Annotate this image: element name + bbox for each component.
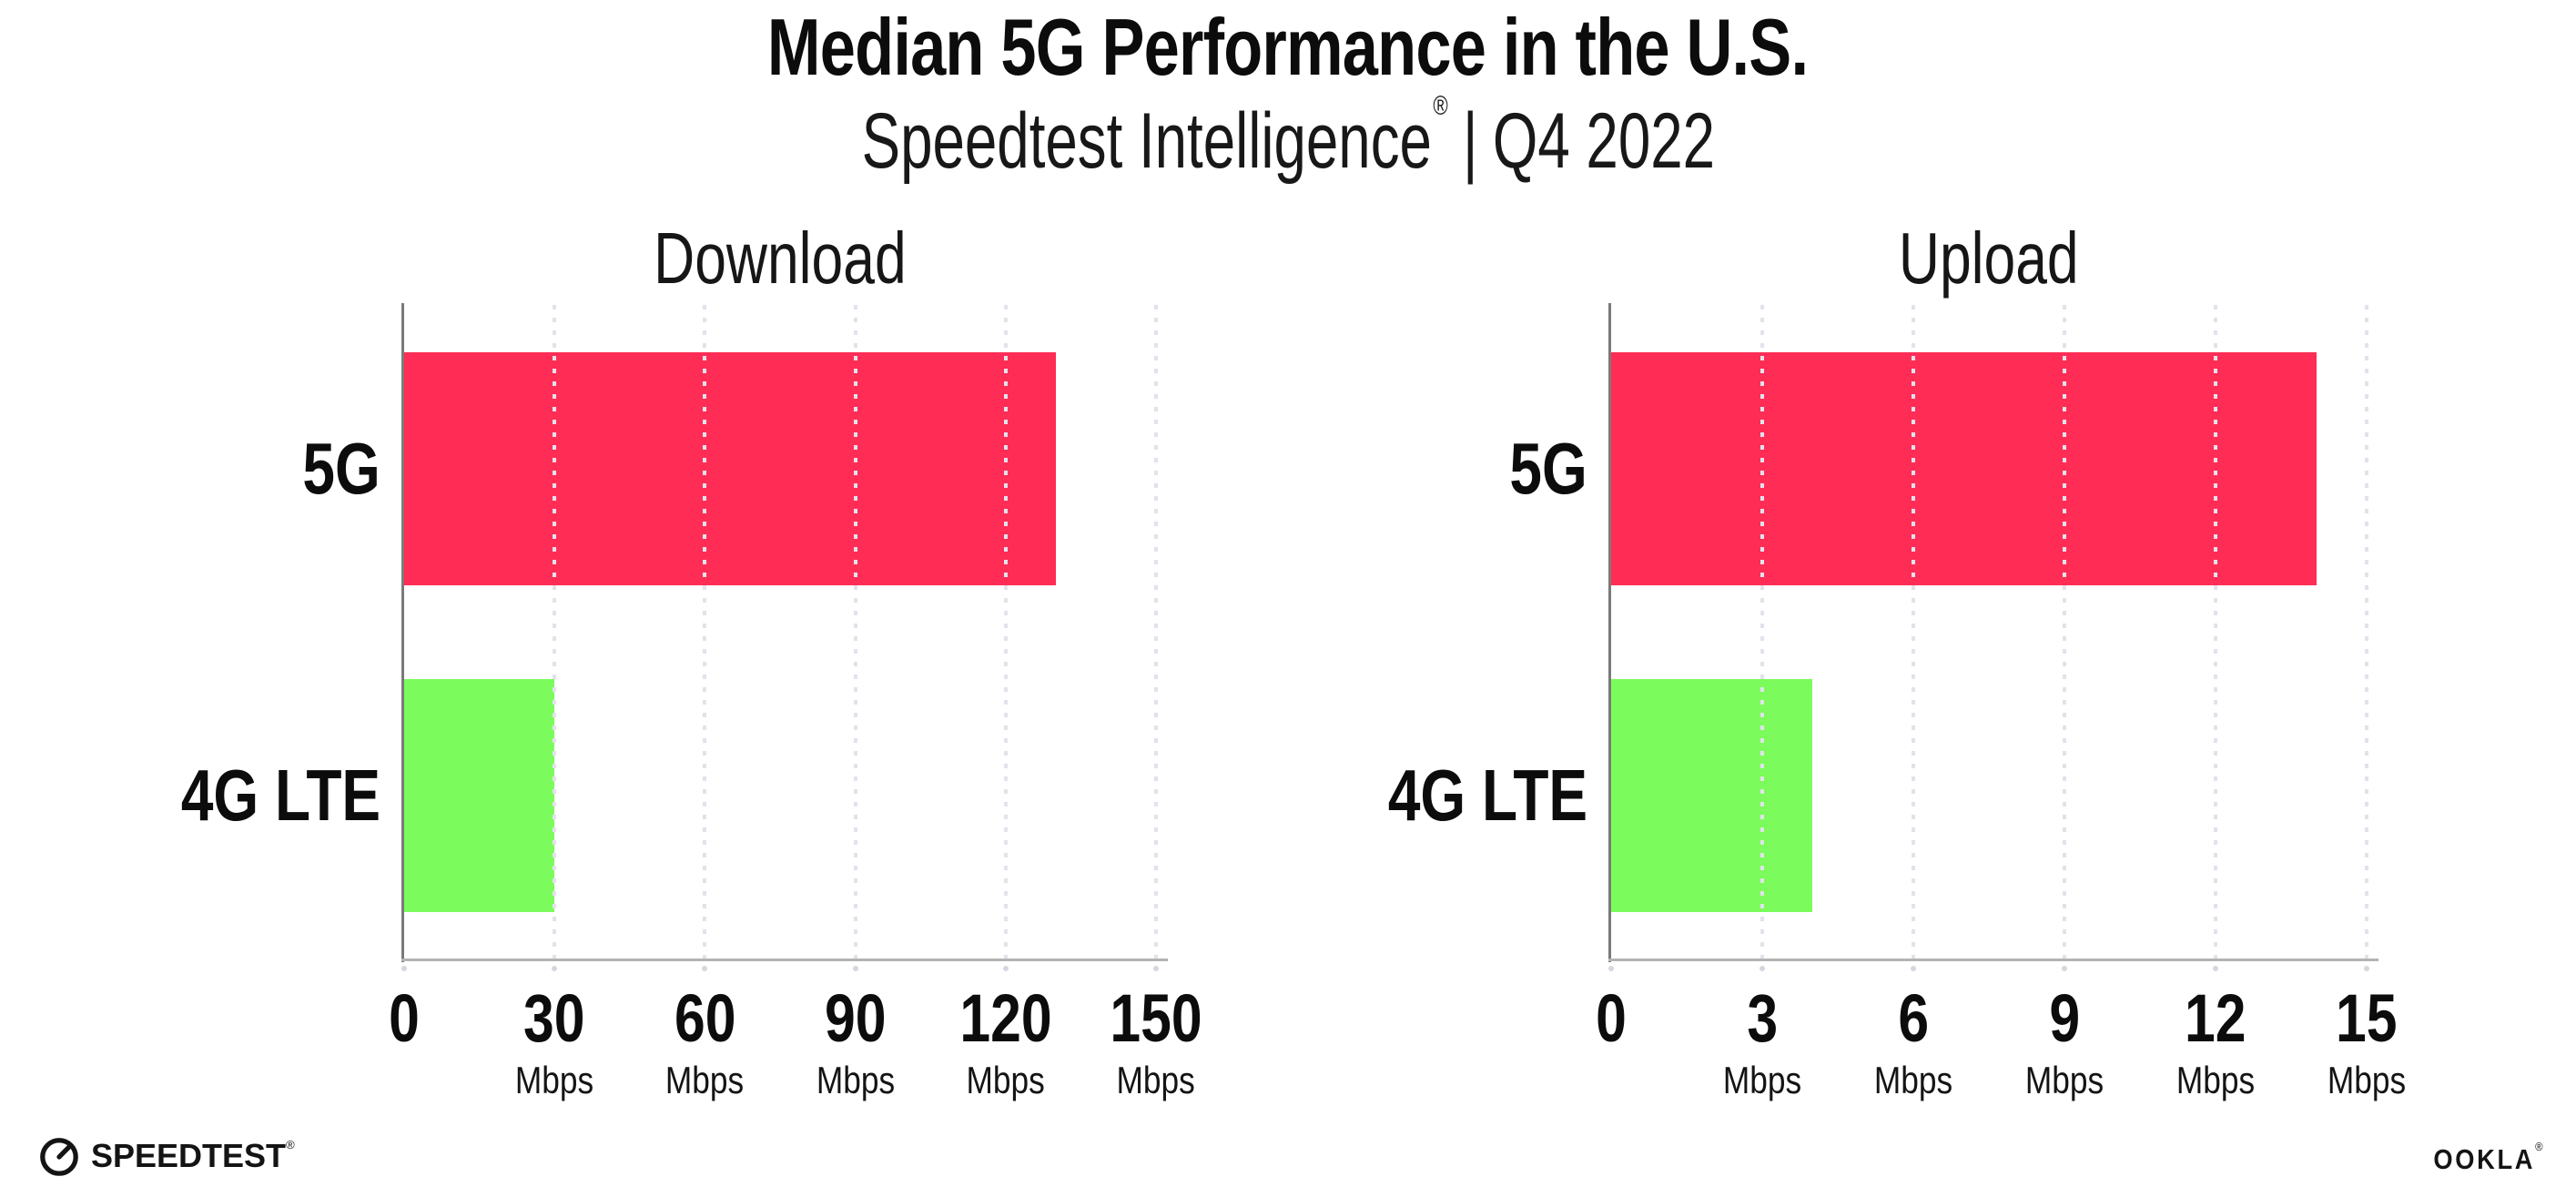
x-axis-unit-label: Mbps bbox=[2175, 1059, 2256, 1101]
upload-y-axis bbox=[1608, 303, 1611, 962]
gridline bbox=[853, 305, 857, 959]
axis-tick-dot bbox=[2213, 966, 2218, 971]
speedtest-registered-mark: ® bbox=[286, 1138, 295, 1151]
axis-tick-dot bbox=[1002, 966, 1009, 971]
upload-chart-title: Upload bbox=[1899, 218, 2079, 299]
page-subtitle-text: Speedtest Intelligence® | Q4 2022 bbox=[861, 91, 1714, 185]
x-axis-unit-label: Mbps bbox=[816, 1059, 895, 1101]
ookla-registered-mark: ® bbox=[2535, 1140, 2543, 1153]
x-axis-tick-label: 3 Mbps bbox=[1716, 985, 1810, 1100]
page-subtitle: Speedtest Intelligence® | Q4 2022 bbox=[0, 91, 2576, 185]
subtitle-period: Q4 2022 bbox=[1492, 97, 1715, 185]
x-axis-unit-label: Mbps bbox=[665, 1059, 745, 1101]
gridline bbox=[1003, 305, 1008, 959]
gridline bbox=[1912, 305, 1915, 959]
category-label-5g-download: 5G bbox=[302, 428, 380, 509]
x-axis-tick-label: 0 bbox=[389, 980, 420, 1056]
upload-chart: Upload 5G 4G LTE 0 3 Mbps 6 Mbps 9 Mbps 12 Mbps 1… bbox=[1388, 217, 2406, 1154]
ookla-logo: OOKLA® bbox=[2419, 1140, 2543, 1176]
axis-tick-dot bbox=[552, 966, 558, 971]
axis-tick-dot bbox=[401, 966, 407, 971]
bar-5g-upload bbox=[1611, 352, 2317, 585]
gridline bbox=[703, 305, 707, 959]
gridline bbox=[2214, 305, 2217, 959]
axis-tick-dot bbox=[1760, 966, 1765, 971]
download-y-axis bbox=[401, 303, 404, 962]
x-axis-tick-label: 60 Mbps bbox=[658, 985, 752, 1100]
axis-tick-dot bbox=[1608, 966, 1614, 971]
download-chart: Download 5G 4G LTE 0 30 Mbps 60 Mbps 90 Mbps 12… bbox=[181, 217, 1202, 1154]
registered-mark: ® bbox=[1433, 91, 1448, 121]
x-axis-unit-label: Mbps bbox=[966, 1059, 1045, 1101]
category-label-5g-upload: 5G bbox=[1509, 428, 1587, 509]
gridline bbox=[1154, 305, 1158, 959]
x-axis-tick-label: 150 Mbps bbox=[1100, 985, 1212, 1100]
x-axis-tick-label: 0 bbox=[1596, 980, 1627, 1056]
download-x-axis bbox=[401, 959, 1168, 961]
gridline bbox=[553, 305, 557, 959]
x-axis-unit-label: Mbps bbox=[1116, 1059, 1196, 1101]
x-axis-tick-label: 15 Mbps bbox=[2320, 985, 2414, 1100]
axis-tick-dot bbox=[2364, 966, 2369, 971]
gridline bbox=[2063, 305, 2066, 959]
gridline bbox=[1760, 305, 1764, 959]
speedtest-gauge-icon bbox=[40, 1138, 78, 1176]
axis-tick-dot bbox=[852, 966, 858, 971]
page-title: Median 5G Performance in the U.S. bbox=[0, 2, 2576, 92]
bar-4g-lte-download bbox=[404, 679, 555, 912]
axis-tick-dot bbox=[1153, 966, 1159, 971]
axis-tick-dot bbox=[1911, 966, 1916, 971]
download-plot-area: 5G 4G LTE 0 30 Mbps 60 Mbps 90 Mbps 120 Mbps 150 M… bbox=[181, 303, 1202, 1100]
x-axis-tick-label: 6 Mbps bbox=[1867, 985, 1961, 1100]
upload-x-axis bbox=[1608, 959, 2378, 961]
x-axis-unit-label: Mbps bbox=[515, 1059, 594, 1101]
download-chart-title: Download bbox=[654, 218, 907, 299]
x-axis-tick-label: 90 Mbps bbox=[808, 985, 902, 1100]
gridline bbox=[2365, 305, 2368, 959]
x-axis-unit-label: Mbps bbox=[2327, 1059, 2407, 1101]
x-axis-unit-label: Mbps bbox=[2024, 1059, 2104, 1101]
category-label-4g-lte-download: 4G LTE bbox=[180, 755, 380, 836]
bar-5g-download bbox=[404, 352, 1056, 585]
x-axis-tick-label: 120 Mbps bbox=[949, 985, 1061, 1100]
speedtest-wordmark: SPEEDTEST® bbox=[91, 1137, 295, 1174]
axis-tick-dot bbox=[702, 966, 708, 971]
page-title-text: Median 5G Performance in the U.S. bbox=[767, 2, 1809, 92]
x-axis-tick-label: 12 Mbps bbox=[2169, 985, 2263, 1100]
subtitle-divider: | bbox=[1462, 97, 1478, 185]
x-axis-tick-label: 9 Mbps bbox=[2018, 985, 2112, 1100]
speedtest-logo: SPEEDTEST® bbox=[38, 1131, 295, 1182]
bar-4g-lte-upload bbox=[1611, 679, 1813, 912]
ookla-wordmark: OOKLA bbox=[2433, 1143, 2536, 1175]
x-axis-unit-label: Mbps bbox=[1722, 1059, 1802, 1101]
upload-plot-area: 5G 4G LTE 0 3 Mbps 6 Mbps 9 Mbps 12 Mbps 15 Mbps bbox=[1388, 303, 2406, 1100]
axis-tick-dot bbox=[2062, 966, 2067, 971]
x-axis-unit-label: Mbps bbox=[1873, 1059, 1953, 1101]
subtitle-brand: Speedtest Intelligence bbox=[861, 97, 1432, 185]
category-label-4g-lte-upload: 4G LTE bbox=[1387, 755, 1587, 836]
x-axis-tick-label: 30 Mbps bbox=[508, 985, 602, 1100]
